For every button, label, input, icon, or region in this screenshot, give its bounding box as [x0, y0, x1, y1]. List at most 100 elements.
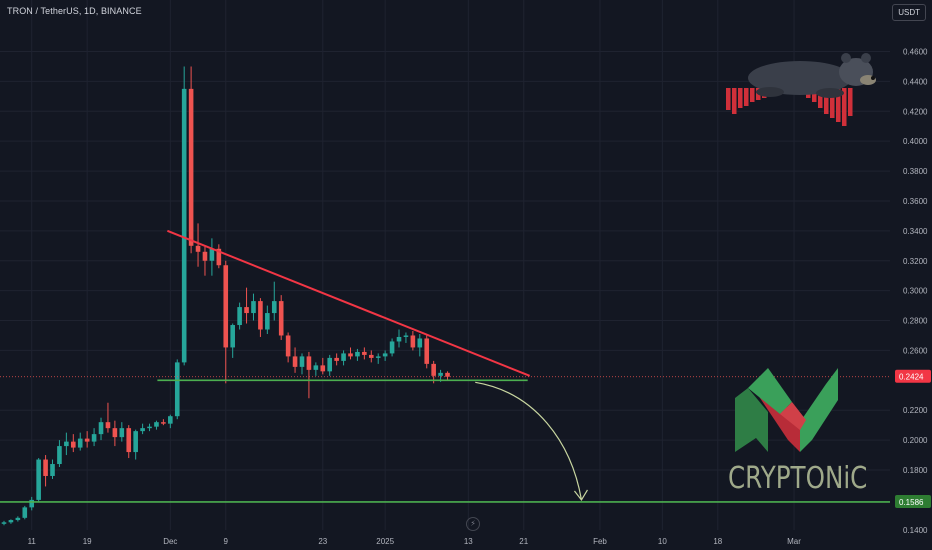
candle-body — [133, 431, 138, 453]
time-tick-label: 13 — [464, 537, 473, 546]
time-tick-label: 19 — [83, 537, 92, 546]
candle-body — [91, 434, 97, 442]
candle-body — [348, 353, 353, 357]
bear-bar — [732, 88, 737, 114]
current-price-label: 0.2424 — [899, 373, 924, 382]
candle-body — [389, 341, 395, 354]
candle-body — [237, 307, 242, 326]
price-tick-label: 0.3000 — [903, 287, 928, 296]
logo-stroke-red — [780, 402, 806, 430]
candle-body — [251, 301, 256, 314]
projection-arrowhead — [573, 489, 588, 502]
time-tick-label: 2025 — [376, 537, 394, 546]
chart-overlays — [0, 229, 890, 503]
price-axis[interactable]: 0.4600 0.4400 0.4200 0.4000 0.3800 0.3600 0.34… — [895, 48, 931, 535]
candle-body — [84, 438, 90, 442]
current-price-badge — [895, 369, 931, 383]
brand-text: CRYPTONiC — [728, 461, 868, 496]
candle-body — [22, 507, 28, 518]
time-tick-label: 11 — [28, 537, 37, 546]
candle-body — [382, 353, 388, 357]
candle-body — [29, 499, 35, 508]
candle-body — [271, 301, 277, 314]
candle-body — [1, 522, 7, 524]
chart-title: TRON / TetherUS, 1D, BINANCE — [7, 6, 142, 16]
candle-body — [43, 459, 48, 476]
price-tick-label: 0.2600 — [903, 346, 928, 355]
lightning-icon[interactable]: ⚡ — [466, 517, 480, 531]
bear-paw — [756, 87, 784, 97]
candle-body — [188, 88, 194, 246]
candle-body — [216, 248, 222, 266]
candle-body — [375, 356, 381, 358]
price-tick-label: 0.1800 — [903, 466, 928, 475]
bear-nose — [871, 76, 875, 80]
bear-bar — [830, 88, 835, 118]
candle-body — [15, 517, 21, 521]
candle-body — [265, 313, 270, 330]
time-axis[interactable]: 11 19 Dec 9 23 2025 13 21 Feb 10 18 Mar — [28, 537, 802, 546]
candle-body — [36, 459, 41, 500]
price-tick-label: 0.2200 — [903, 406, 928, 415]
candle-body — [209, 248, 215, 261]
candle-body — [403, 335, 409, 337]
bear-bar — [812, 88, 817, 102]
time-tick-label: Dec — [163, 537, 177, 546]
bear-bar — [848, 88, 853, 116]
candle-body — [258, 301, 263, 330]
candle-body — [368, 354, 374, 358]
candlestick-series — [1, 66, 450, 526]
decorations — [726, 53, 876, 452]
candle-body — [410, 335, 416, 348]
candle-body — [168, 416, 173, 424]
bear-bar — [818, 88, 823, 108]
bear-bar — [842, 88, 847, 126]
bear-ear — [841, 53, 851, 63]
candle-body — [230, 325, 235, 348]
logo-stroke-green — [748, 368, 792, 414]
bear-bar — [836, 88, 841, 122]
candle-body — [195, 245, 201, 252]
logo-stroke-green — [800, 368, 838, 452]
candle-body — [417, 338, 423, 348]
candle-body — [396, 336, 402, 342]
time-tick-label: 9 — [224, 537, 229, 546]
candle-body — [71, 441, 76, 448]
candle-body — [77, 438, 83, 448]
price-tick-label: 0.4400 — [903, 77, 928, 86]
candle-body — [327, 357, 333, 372]
candle-body — [244, 307, 249, 314]
price-tick-label: 0.1400 — [903, 526, 928, 535]
candle-body — [154, 422, 159, 427]
candle-body — [181, 88, 187, 363]
bear-bar — [750, 88, 755, 102]
bear-bar — [726, 88, 731, 110]
candle-body — [445, 372, 450, 377]
candle-body — [105, 422, 111, 429]
candle-body — [161, 422, 166, 424]
cryptonic-logo-icon — [735, 368, 838, 452]
candle-body — [147, 426, 152, 429]
candle-body — [174, 362, 180, 417]
projection-arrow — [475, 381, 583, 501]
price-tick-label: 0.4600 — [903, 48, 928, 57]
candle-body — [306, 356, 312, 370]
candle-body — [140, 428, 145, 432]
candle-body — [320, 365, 326, 372]
time-tick-label: 23 — [318, 537, 327, 546]
candle-body — [424, 338, 430, 364]
time-tick-label: Feb — [593, 537, 607, 546]
candle-body — [313, 365, 319, 370]
bear-paw — [816, 88, 844, 98]
candle-body — [341, 353, 346, 361]
price-tick-label: 0.3800 — [903, 167, 928, 176]
price-tick-label: 0.2800 — [903, 317, 928, 326]
candle-body — [112, 428, 118, 438]
logo-stroke-green — [735, 388, 768, 452]
target-price-label: 0.1586 — [899, 498, 924, 507]
candle-body — [334, 357, 339, 361]
price-tick-label: 0.3600 — [903, 197, 928, 206]
currency-button[interactable]: USDT — [892, 4, 926, 21]
candle-body — [223, 265, 229, 348]
